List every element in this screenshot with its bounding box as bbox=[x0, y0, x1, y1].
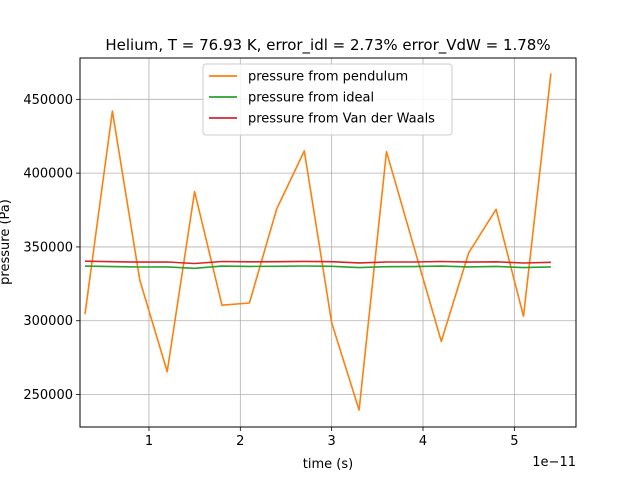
y-tick-label: 250000 bbox=[23, 388, 73, 403]
axis-ticks: 1 2 3 4 5 250000 300000 350000 400000 450000 bbox=[23, 93, 518, 449]
x-tick-label: 1 bbox=[145, 434, 153, 449]
legend-label: pressure from ideal bbox=[248, 91, 374, 106]
x-tick-label: 4 bbox=[419, 434, 427, 449]
x-tick-label: 2 bbox=[236, 434, 244, 449]
x-tick-label: 5 bbox=[510, 434, 518, 449]
x-axis-offset-label: 1e−11 bbox=[532, 455, 576, 470]
series-lines bbox=[84, 73, 552, 411]
series-line-pressure-from-van-der-waals bbox=[84, 260, 551, 265]
chart-title: Helium, T = 76.93 K, error_idl = 2.73% e… bbox=[105, 36, 550, 55]
series-line-pressure-from-ideal bbox=[84, 265, 551, 270]
y-tick-label: 450000 bbox=[23, 93, 73, 108]
series-line-pressure-from-pendulum bbox=[84, 73, 552, 411]
legend: pressure from pendulum pressure from idea… bbox=[202, 63, 453, 136]
x-axis-label: time (s) bbox=[303, 457, 353, 472]
y-tick-label: 300000 bbox=[23, 314, 73, 329]
y-tick-label: 400000 bbox=[23, 167, 73, 182]
plot-frame bbox=[79, 57, 577, 428]
x-tick-label: 3 bbox=[328, 434, 336, 449]
legend-label: pressure from Van der Waals bbox=[248, 112, 435, 127]
y-tick-label: 350000 bbox=[23, 240, 73, 255]
legend-box bbox=[202, 63, 453, 136]
legend-label: pressure from pendulum bbox=[248, 70, 408, 85]
y-axis-label: pressure (Pa) bbox=[0, 199, 13, 285]
